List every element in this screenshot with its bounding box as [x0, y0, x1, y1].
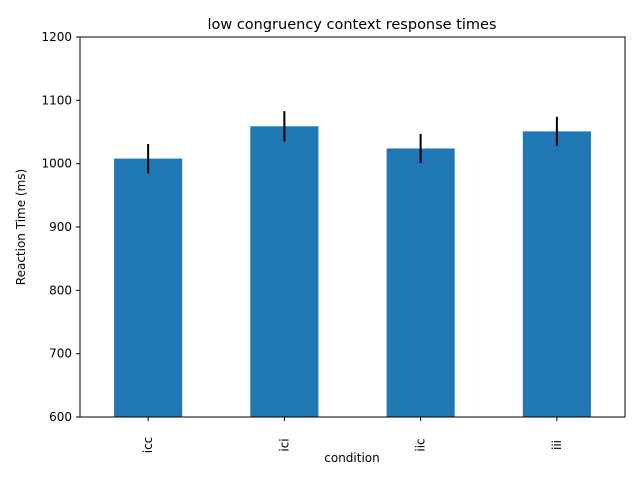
y-tick-label-700: 700: [49, 347, 72, 361]
x-tick-label-ici: ici: [277, 438, 291, 451]
x-tick-label-iii: iii: [550, 440, 564, 450]
y-axis-label: Reaction Time (ms): [14, 169, 28, 285]
bar-iic: [386, 148, 455, 417]
bar-ici: [250, 126, 319, 418]
y-tick-label-800: 800: [49, 283, 72, 297]
x-tick-label-icc: icc: [141, 437, 155, 454]
y-tick-label-1100: 1100: [41, 93, 72, 107]
bars-group: [114, 126, 591, 418]
y-tick-label-1000: 1000: [41, 157, 72, 171]
plot-frame: [79, 36, 626, 418]
chart-title: low congruency context response times: [207, 17, 496, 33]
x-axis: icc ici iic iii: [141, 417, 564, 453]
error-bars-group: [147, 111, 558, 174]
x-axis-label: condition: [324, 451, 379, 465]
bar-iii: [522, 131, 591, 417]
y-tick-label-900: 900: [49, 220, 72, 234]
y-tick-label-600: 600: [49, 410, 72, 424]
bar-icc: [114, 158, 183, 417]
x-tick-label-iic: iic: [414, 438, 428, 451]
y-axis: 600 700 800 900 1000 1100 1200: [41, 30, 80, 424]
y-tick-label-1200: 1200: [41, 30, 72, 44]
